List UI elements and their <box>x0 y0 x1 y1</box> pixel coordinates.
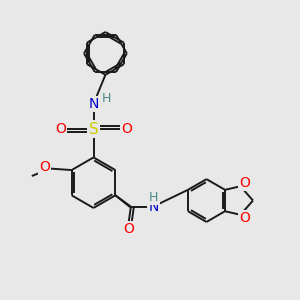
Text: O: O <box>239 176 250 190</box>
Text: H: H <box>149 191 158 204</box>
Text: O: O <box>121 122 132 136</box>
Text: H: H <box>101 92 111 105</box>
Text: S: S <box>89 122 98 137</box>
Text: O: O <box>239 211 250 225</box>
Text: O: O <box>39 160 50 174</box>
Text: O: O <box>123 222 134 236</box>
Text: O: O <box>56 122 66 136</box>
Text: N: N <box>148 200 159 214</box>
Text: N: N <box>88 97 99 111</box>
